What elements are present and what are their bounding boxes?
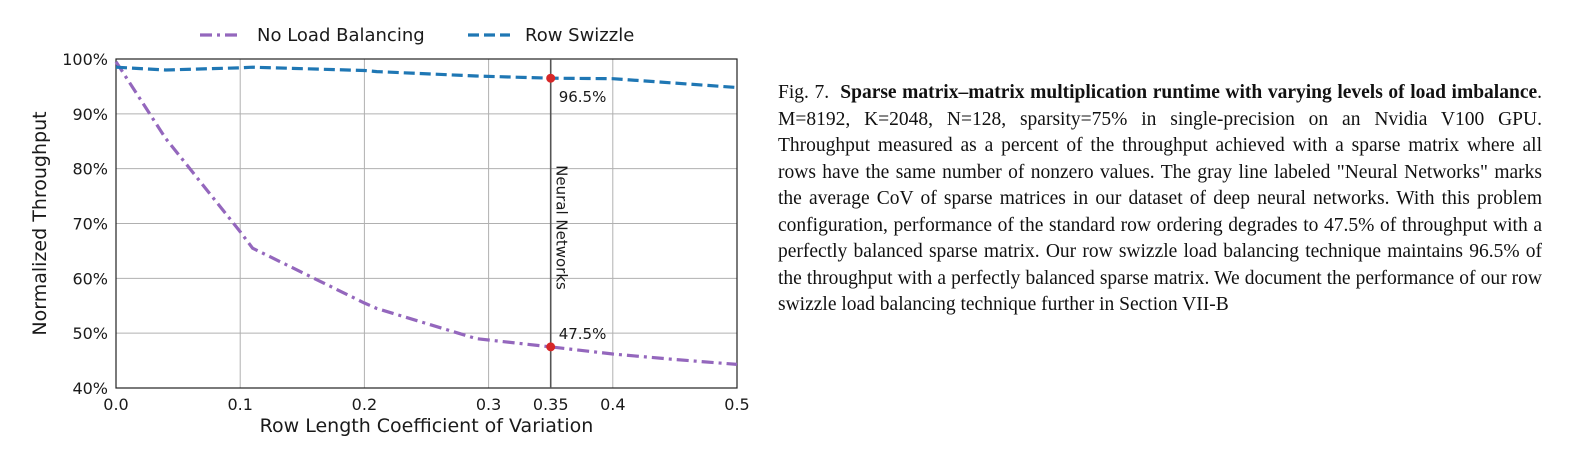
- x-tick-label: 0.2: [352, 395, 377, 414]
- line-chart: Neural Networks 96.5% 47.5% 40% 50% 60% 70% 8…: [29, 25, 750, 437]
- grid: [115, 58, 738, 389]
- y-tick-label: 70%: [72, 215, 108, 234]
- y-tick-label: 80%: [72, 160, 108, 179]
- plot-frame: [115, 58, 738, 389]
- annotation-label-2: 47.5%: [559, 325, 607, 343]
- neural-networks-label: Neural Networks: [553, 165, 571, 290]
- x-tick-label: 0.3: [476, 395, 501, 414]
- caption-body: . M=8192, K=2048, N=128, sparsity=75% in…: [778, 82, 1543, 315]
- x-tick-label: 0.1: [227, 395, 252, 414]
- caption-prefix: Fig. 7.: [778, 82, 830, 103]
- neural-networks-marker: Neural Networks: [549, 59, 571, 388]
- y-tick-label: 50%: [72, 324, 108, 343]
- x-axis-label: Row Length Coefficient of Variation: [260, 415, 594, 437]
- figure-caption: Fig. 7. Sparse matrix–matrix multiplicat…: [778, 80, 1542, 319]
- legend-label-1: No Load Balancing: [257, 25, 425, 46]
- y-tick-label: 40%: [72, 379, 108, 398]
- annotation-point-1: [546, 73, 556, 83]
- y-tick-label: 60%: [72, 269, 108, 288]
- x-axis-ticks: 0.0 0.1 0.2 0.3 0.35 0.4 0.5: [103, 395, 749, 414]
- annotation-label-1: 96.5%: [559, 88, 607, 106]
- series-line-2: [115, 65, 738, 90]
- caption-title: Sparse matrix–matrix multiplication runt…: [840, 82, 1538, 103]
- legend-label-2: Row Swizzle: [525, 25, 634, 46]
- annotation-point-2: [546, 342, 556, 352]
- y-axis-ticks: 40% 50% 60% 70% 80% 90% 100%: [62, 50, 108, 398]
- legend: No Load Balancing Row Swizzle: [200, 25, 634, 46]
- series-layer: [114, 60, 738, 366]
- x-tick-label: 0.5: [724, 395, 749, 414]
- annotation-layer: 96.5% 47.5%: [546, 73, 607, 352]
- x-tick-label: 0.0: [103, 395, 128, 414]
- y-axis-label: Normalized Throughput: [29, 111, 51, 335]
- y-tick-label: 90%: [72, 105, 108, 124]
- x-tick-label: 0.4: [600, 395, 625, 414]
- x-tick-label: 0.35: [533, 395, 569, 414]
- y-tick-label: 100%: [62, 50, 108, 69]
- series-line-1: [114, 60, 738, 366]
